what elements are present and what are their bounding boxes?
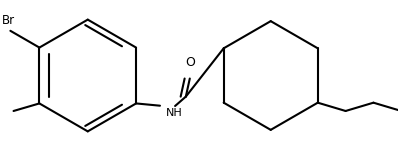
Text: NH: NH bbox=[166, 108, 183, 118]
Text: O: O bbox=[185, 56, 195, 69]
Text: Br: Br bbox=[2, 14, 15, 27]
